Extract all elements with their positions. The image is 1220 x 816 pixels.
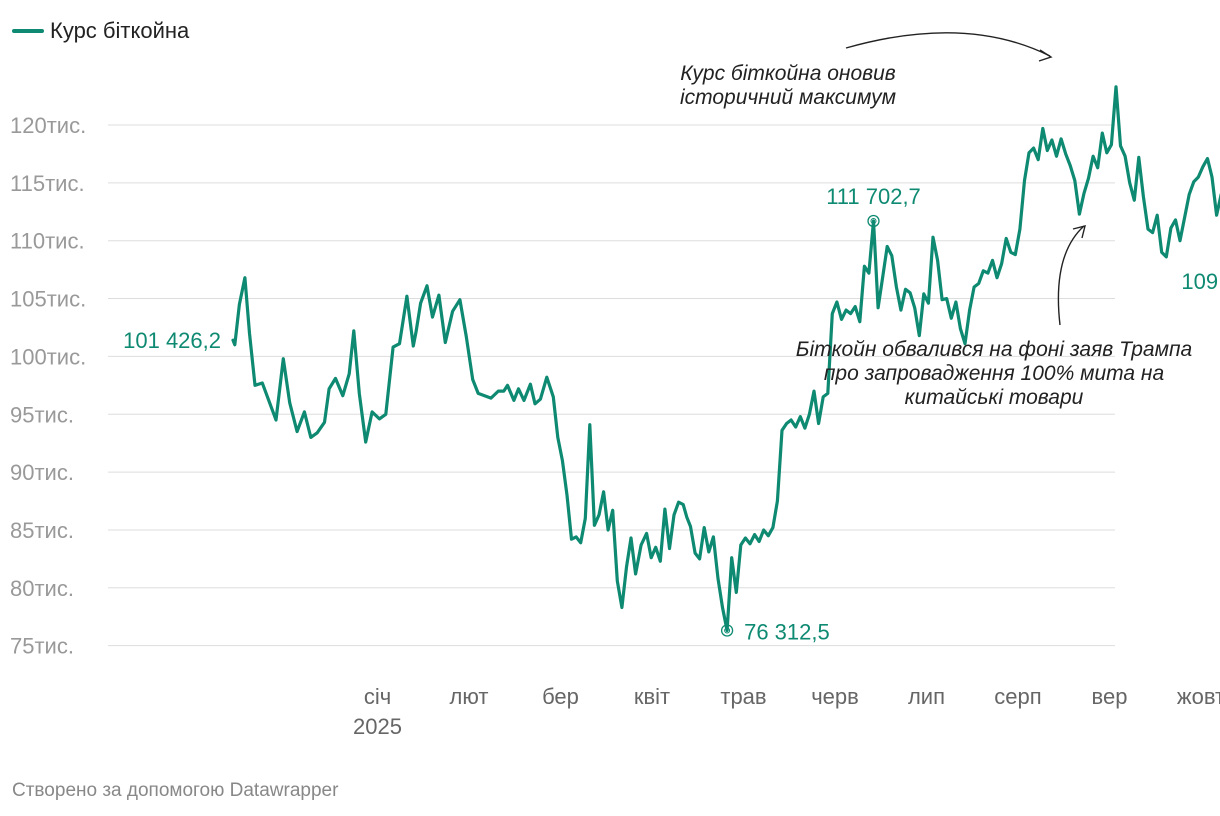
x-tick-label: бер [542,684,579,709]
y-tick-label: 85тис. [10,518,74,543]
x-tick-label: квіт [634,684,670,709]
x-tick-label: лют [450,684,489,709]
y-tick-label: 105тис. [10,287,86,312]
credit-line: Створено за допомогою Datawrapper [12,780,339,801]
point-marker-inner [724,627,731,634]
x-tick-label: черв [811,684,859,709]
legend-label: Курс біткойна [50,18,190,43]
legend-swatch [12,29,44,33]
legend: Курс біткойна [12,18,189,44]
annotation-arrow-crash [1057,225,1085,326]
point-label: 101 426,2 [123,328,221,353]
x-tick-label: трав [720,684,766,709]
y-tick-label: 110тис. [10,229,85,254]
point-label: 109 016,3 [1181,269,1220,294]
point-marker [867,214,880,228]
x-tick-year-label: 2025 [353,714,402,739]
annotation-ath-line-1: Курс біткойна оновив [680,62,896,85]
x-tick-label: січ [364,684,391,709]
price-line [231,85,1220,633]
annotation-ath-line-2: історичний максимум [680,86,896,109]
x-tick-label: серп [994,684,1041,709]
annotation-crash-line-1: Біткойн обвалився на фоні заяв Трампа [796,338,1192,361]
y-tick-label: 115тис. [10,171,85,196]
y-tick-label: 100тис. [10,344,86,369]
annotation-arrow-ath [845,32,1051,57]
y-tick-label: 120тис. [10,113,86,138]
annotation-arrowhead-ath [1038,49,1053,62]
y-tick-label: 95тис. [10,402,74,427]
point-marker-inner [870,217,877,224]
point-label: 76 312,5 [744,619,830,644]
x-tick-label: жовт [1177,684,1220,709]
y-tick-label: 90тис. [10,460,74,485]
annotation-crash-line-3: китайські товари [905,386,1084,409]
point-marker [720,624,734,637]
annotation-arrowhead-crash [1072,225,1086,239]
y-tick-label: 80тис. [10,576,74,601]
x-tick-label: лип [908,684,945,709]
point-label: 111 702,7 [826,184,921,209]
x-tick-label: вер [1092,684,1128,709]
y-tick-label: 75тис. [10,634,74,659]
annotation-crash-line-2: про запровадження 100% мита на [824,362,1164,385]
